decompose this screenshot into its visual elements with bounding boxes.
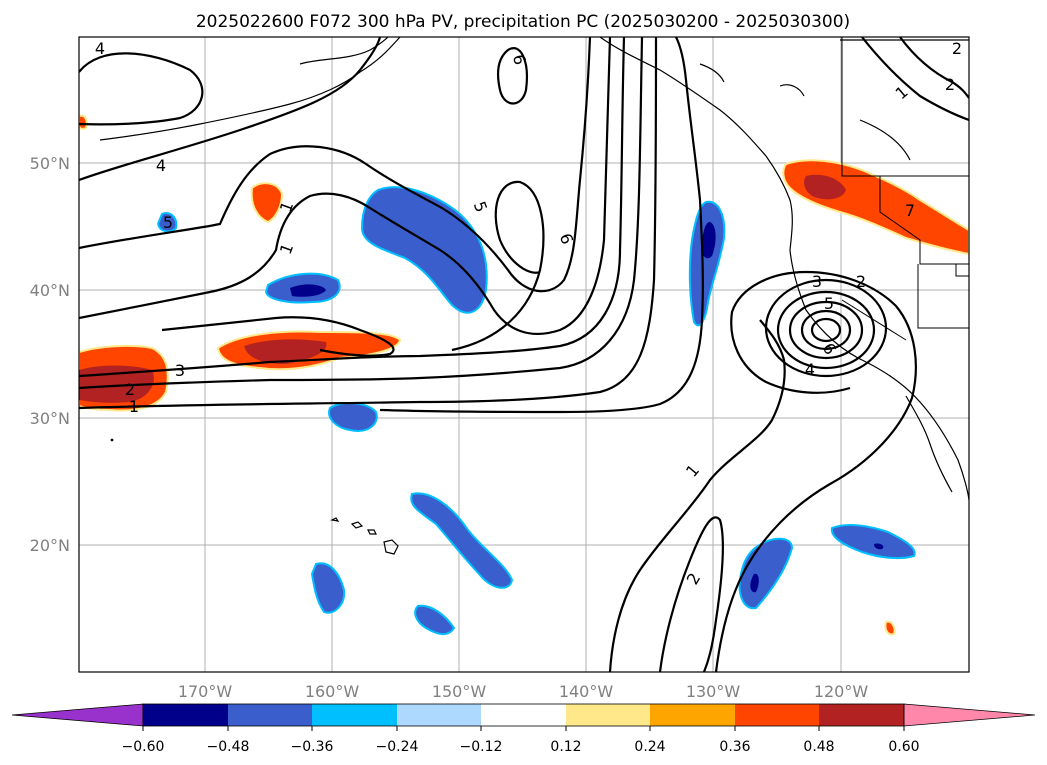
colorbar-tick: 0.48: [803, 739, 834, 755]
colorbar-tick: −0.60: [122, 739, 165, 755]
hawaii-islands: [110, 438, 399, 555]
contour-label: 5: [824, 294, 834, 313]
colorbar-outline: [142, 703, 905, 727]
neg-area-hawaii-s: [310, 562, 346, 614]
colorbar-tick: 0.12: [550, 739, 581, 755]
positive-precip-areas: [79, 114, 969, 636]
colorbar-bin: [143, 704, 228, 726]
lat-label: 40°N: [30, 281, 70, 300]
lon-label: 140°W: [559, 682, 614, 701]
colorbar-bin: [650, 704, 735, 726]
neg-core-coast: [701, 222, 716, 259]
pos-core-35n: [244, 339, 327, 364]
neg-core-baja-w: [750, 573, 759, 593]
contour-label: 3: [175, 361, 185, 380]
lon-label: 150°W: [432, 682, 487, 701]
negative-precip-areas: [156, 186, 916, 635]
contour-label: 4: [805, 360, 815, 379]
contour-label: 4: [156, 156, 166, 175]
colorbar-tick: 0.60: [888, 739, 919, 755]
neg-core-west: [290, 284, 326, 297]
coastlines: [99, 37, 969, 501]
neg-area-hawaii-ne: [410, 492, 514, 589]
colorbar-tick: 0.36: [719, 739, 750, 755]
colorbar-bin: [312, 704, 397, 726]
colorbar-bin: [735, 704, 819, 726]
colorbar-tick: −0.12: [460, 739, 503, 755]
lon-label: 120°W: [814, 682, 869, 701]
colorbar-bin: [566, 704, 650, 726]
contour-label: 3: [812, 272, 822, 291]
latitude-labels: 50°N 40°N 30°N 20°N: [30, 154, 70, 555]
colorbar-bin: [397, 704, 481, 726]
lat-label: 50°N: [30, 154, 70, 173]
colorbar-tick: −0.36: [291, 739, 334, 755]
colorbar-extend-low: [11, 703, 144, 727]
map-area: [79, 37, 969, 672]
contour-label: 1: [129, 397, 139, 416]
pv-contours: [79, 37, 969, 672]
map-title: 2025022600 F072 300 hPa PV, precipitatio…: [196, 12, 850, 32]
colorbar-tick: 0.24: [634, 739, 665, 755]
neg-area-small: [156, 212, 178, 233]
neg-area-baja-e: [830, 524, 916, 560]
borders: [841, 37, 969, 341]
colorbar-tick: −0.48: [207, 739, 250, 755]
pos-area-small-se: [884, 620, 896, 636]
pos-core-pnw: [804, 174, 846, 200]
contour-label: 2: [125, 380, 135, 399]
contour-label: 2: [952, 39, 962, 58]
colorbar-bin: [819, 704, 904, 726]
contour-label: 7: [905, 201, 915, 220]
pos-area-small-nw: [79, 114, 88, 130]
contour-label: 5: [163, 213, 173, 232]
neg-area-south: [414, 604, 456, 635]
neg-core-baja-e: [874, 543, 884, 550]
contour-label: 2: [856, 272, 866, 291]
contour-label: 2: [945, 75, 955, 94]
map-frame: [78, 36, 970, 673]
lon-label: 170°W: [178, 682, 233, 701]
pos-area-46n: [250, 182, 284, 224]
contour-label: 6: [509, 53, 529, 66]
colorbar: −0.60 −0.48 −0.36 −0.24 −0.12 0.12 0.24 …: [11, 703, 1036, 755]
lat-label: 30°N: [30, 409, 70, 428]
colorbar-bin: [481, 704, 566, 726]
lon-label: 160°W: [305, 682, 360, 701]
lat-label: 20°N: [30, 536, 70, 555]
longitude-labels: 170°W 160°W 150°W 140°W 130°W 120°W: [178, 682, 869, 701]
colorbar-extend-high: [903, 703, 1036, 727]
contour-label: 4: [95, 39, 105, 58]
neg-area-central: [360, 186, 488, 314]
colorbar-tick: −0.24: [376, 739, 419, 755]
colorbar-bin: [228, 704, 312, 726]
lon-label: 130°W: [686, 682, 741, 701]
